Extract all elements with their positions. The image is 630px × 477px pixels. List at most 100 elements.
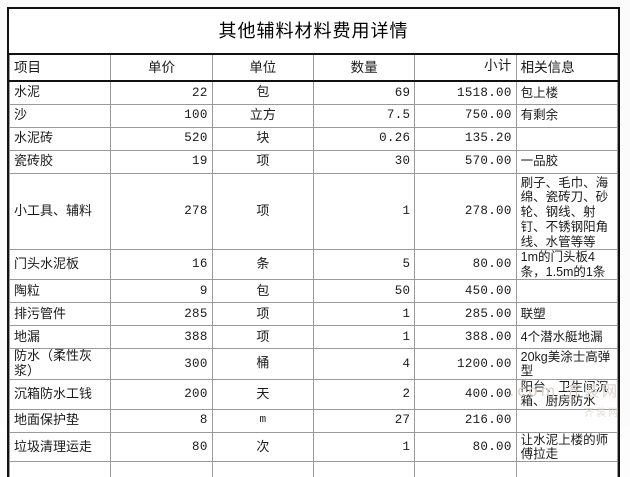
cell-item: 瓷砖胶: [8, 149, 112, 174]
cell-info: 联塑: [515, 302, 619, 326]
cell-quantity: 1: [312, 172, 416, 251]
cell-item: 排污管件: [8, 302, 112, 326]
cell-info: 4个潜水艇地漏: [515, 325, 619, 349]
cell-item: 地漏: [8, 325, 112, 349]
title-row: 其他辅料材料费用详情: [9, 9, 618, 55]
cell-price: 16: [110, 249, 213, 280]
cell-subtotal: 1200.00: [414, 348, 517, 380]
cell-quantity: 1: [312, 431, 416, 463]
cell-info: 包上楼: [515, 80, 619, 105]
document-title: 其他辅料材料费用详情: [9, 9, 618, 55]
table-header-row: 项目 单价 单位 数量 小计 相关信息: [8, 54, 619, 82]
cell-unit: 天: [211, 378, 314, 410]
cell-quantity: 4: [312, 348, 416, 380]
cell-quantity: 69: [312, 80, 416, 105]
cell-empty: [414, 461, 517, 477]
cell-subtotal: 388.00: [414, 325, 517, 349]
cell-item: 地面保护垫: [8, 408, 112, 433]
cell-quantity: 1: [312, 302, 416, 326]
cell-item: 防水（柔性灰浆）: [8, 348, 112, 380]
cell-price: 9: [110, 279, 213, 303]
cell-empty: [515, 461, 619, 477]
table-row: 水泥砖 520 块 0.26 135.20: [8, 126, 619, 151]
column-header-price: 单价: [110, 54, 213, 82]
table-row: 垃圾清理运走 80 次 1 80.00 让水泥上楼的师傅拉走: [8, 431, 619, 463]
cell-price: 388: [110, 325, 213, 349]
table-row: 门头水泥板 16 条 5 80.00 1m的门头板4条，1.5m的1条: [8, 249, 619, 280]
cell-info: 1m的门头板4条，1.5m的1条: [515, 249, 619, 280]
cell-subtotal: 80.00: [414, 249, 517, 280]
cell-info: 20kg美涂士高弹型: [515, 348, 619, 380]
cost-detail-table: 其他辅料材料费用详情 项目 单价 单位 数量 小计 相关信息 水泥 22 包 69 15…: [8, 9, 619, 477]
cell-info: [515, 408, 619, 433]
cell-item: 沙: [8, 103, 112, 128]
cell-info: [515, 279, 619, 303]
column-header-unit: 单位: [211, 54, 314, 82]
table-row-partial: [8, 461, 619, 477]
cell-empty: [8, 461, 112, 477]
cell-quantity: 27: [312, 408, 416, 433]
cell-subtotal: 80.00: [414, 431, 517, 463]
cell-unit: 次: [211, 431, 314, 463]
cell-unit: 项: [211, 149, 314, 174]
cell-info: 一品胶: [515, 149, 619, 174]
cell-unit: 项: [211, 172, 314, 251]
table-row: 防水（柔性灰浆） 300 桶 4 1200.00 20kg美涂士高弹型: [8, 348, 619, 380]
cell-subtotal: 216.00: [414, 408, 517, 433]
cell-subtotal: 750.00: [414, 103, 517, 128]
cell-info: 有剩余: [515, 103, 619, 128]
column-header-subtotal: 小计: [414, 54, 517, 82]
cell-item: 陶粒: [8, 279, 112, 303]
cell-unit: 包: [211, 80, 314, 105]
cell-subtotal: 1518.00: [414, 80, 517, 105]
column-header-quantity: 数量: [312, 54, 416, 82]
cell-quantity: 30: [312, 149, 416, 174]
cell-subtotal: 400.00: [414, 378, 517, 410]
cell-price: 22: [110, 80, 213, 105]
cell-subtotal: 278.00: [414, 172, 517, 251]
cell-subtotal: 285.00: [414, 302, 517, 326]
cell-info: 让水泥上楼的师傅拉走: [515, 431, 619, 463]
cell-unit: 立方: [211, 103, 314, 128]
column-header-info: 相关信息: [515, 54, 619, 82]
cell-item: 水泥: [8, 80, 112, 105]
cell-empty: [312, 461, 416, 477]
cell-price: 278: [110, 172, 213, 251]
cell-quantity: 5: [312, 249, 416, 280]
cell-price: 19: [110, 149, 213, 174]
cell-info: 阳台、卫生间沉箱、厨房防水: [515, 378, 619, 410]
cell-quantity: 1: [312, 325, 416, 349]
column-header-item: 项目: [8, 54, 112, 82]
table-row: 小工具、辅料 278 项 1 278.00 刷子、毛巾、海绵、瓷砖刀、砂轮、钢线、射钉、不…: [8, 172, 619, 251]
table-row: 沙 100 立方 7.5 750.00 有剩余: [8, 103, 619, 128]
cell-unit: 包: [211, 279, 314, 303]
cell-unit: m: [211, 408, 314, 433]
cell-quantity: 2: [312, 378, 416, 410]
cell-price: 100: [110, 103, 213, 128]
cell-info: 刷子、毛巾、海绵、瓷砖刀、砂轮、钢线、射钉、不锈钢阳角线、水管等等: [515, 172, 619, 251]
cell-item: 沉箱防水工钱: [8, 378, 112, 410]
table-row: 陶粒 9 包 50 450.00: [8, 279, 619, 303]
cell-price: 300: [110, 348, 213, 380]
cell-quantity: 50: [312, 279, 416, 303]
table-row: 瓷砖胶 19 项 30 570.00 一品胶: [8, 149, 619, 174]
cell-item: 小工具、辅料: [8, 172, 112, 251]
cell-quantity: 0.26: [312, 126, 416, 151]
cell-info: [515, 126, 619, 151]
table-row: 沉箱防水工钱 200 天 2 400.00 阳台、卫生间沉箱、厨房防水: [8, 378, 619, 410]
table-row: 地面保护垫 8 m 27 216.00: [8, 408, 619, 433]
table-body: 其他辅料材料费用详情 项目 单价 单位 数量 小计 相关信息 水泥 22 包 69 15…: [8, 9, 619, 477]
cell-quantity: 7.5: [312, 103, 416, 128]
cell-price: 520: [110, 126, 213, 151]
cell-price: 200: [110, 378, 213, 410]
cell-unit: 条: [211, 249, 314, 280]
table-row: 水泥 22 包 69 1518.00 包上楼: [8, 80, 619, 105]
cell-price: 285: [110, 302, 213, 326]
cell-subtotal: 570.00: [414, 149, 517, 174]
cell-empty: [211, 461, 314, 477]
cell-unit: 项: [211, 325, 314, 349]
table-row: 地漏 388 项 1 388.00 4个潜水艇地漏: [8, 325, 619, 349]
cell-empty: [110, 461, 213, 477]
table-row: 排污管件 285 项 1 285.00 联塑: [8, 302, 619, 326]
cell-price: 8: [110, 408, 213, 433]
